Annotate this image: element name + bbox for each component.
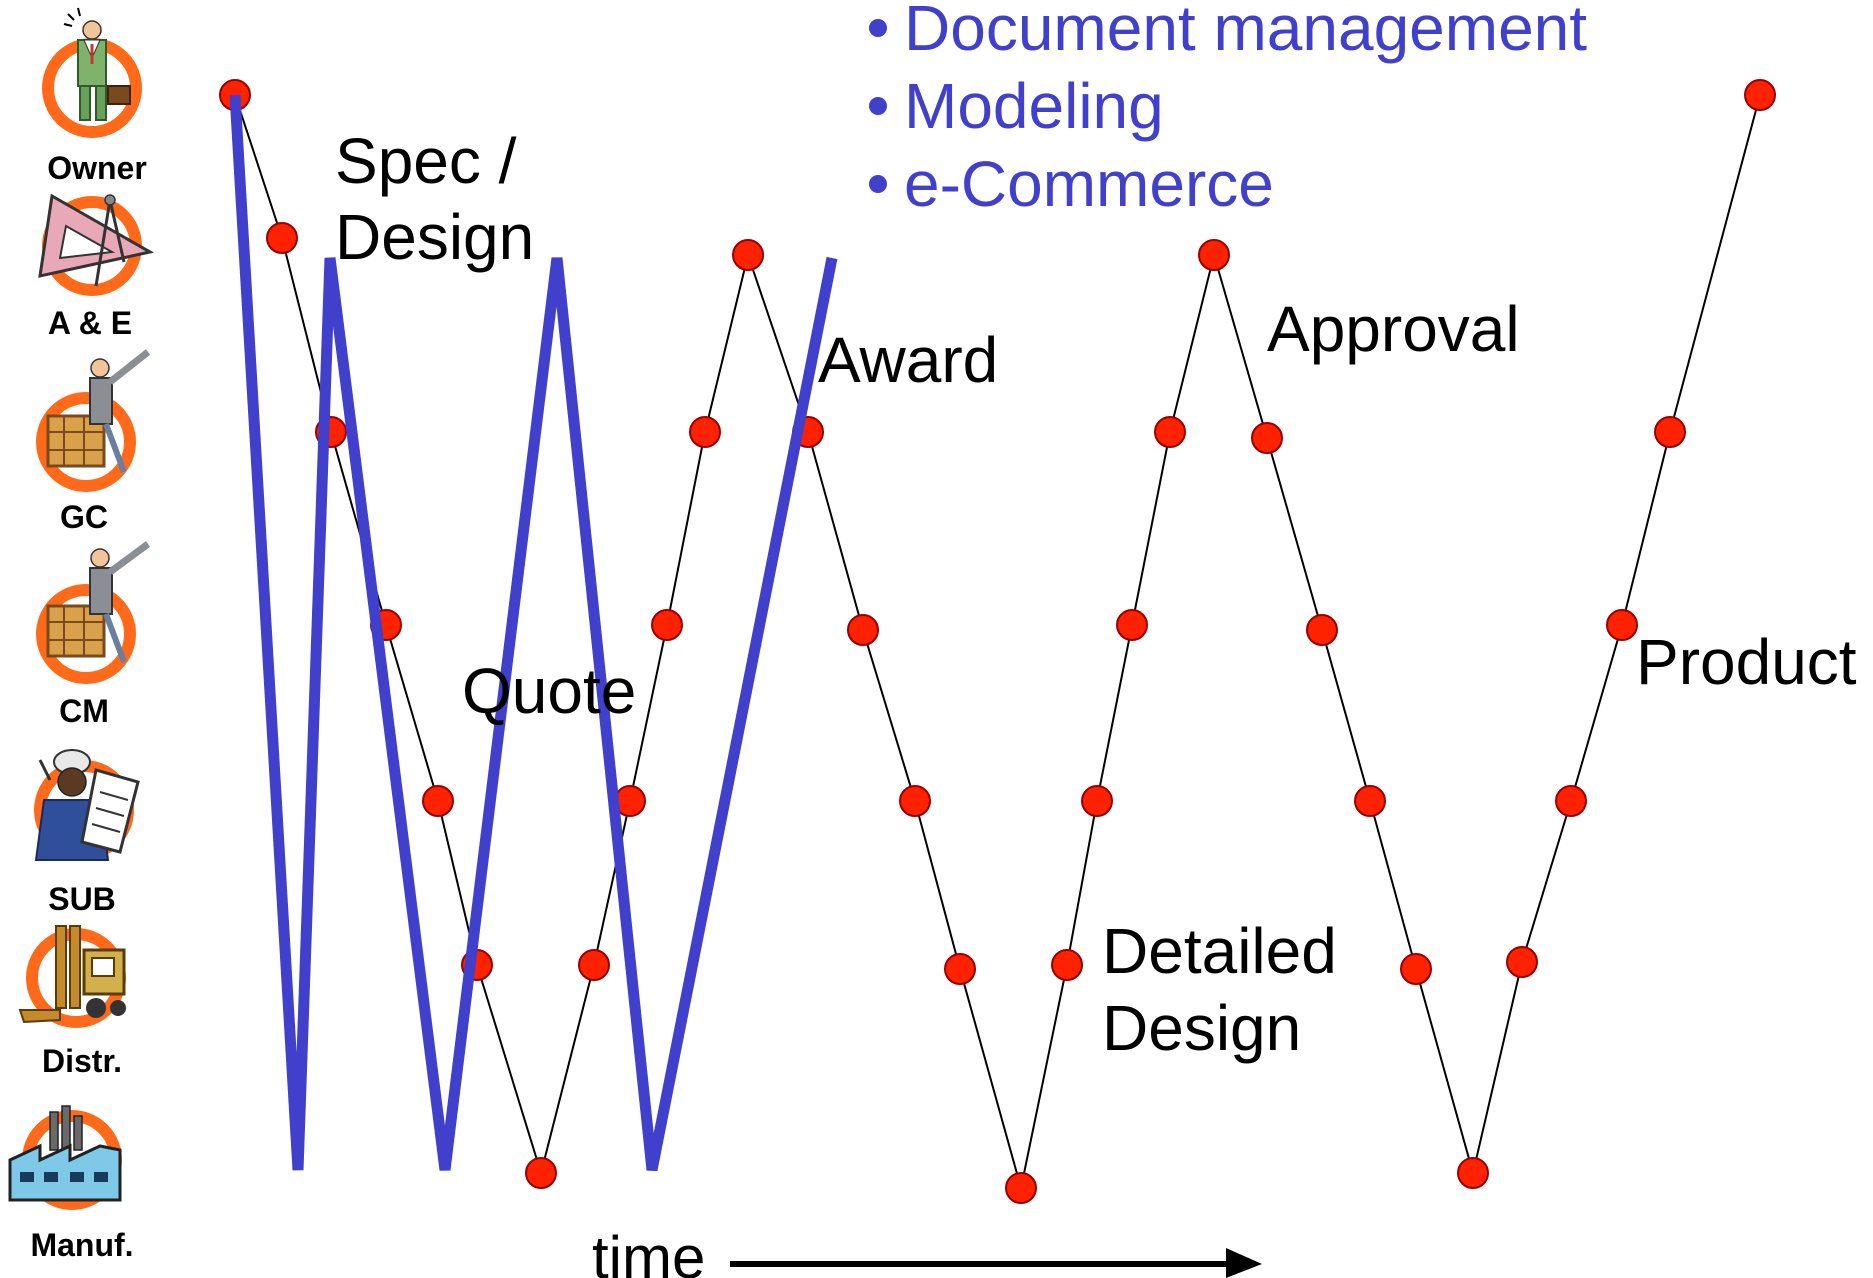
- worker-with-clipboard-icon: [34, 749, 140, 861]
- process-node: [944, 953, 976, 985]
- phase-label-product: Product: [1636, 626, 1857, 698]
- process-node: [1506, 946, 1538, 978]
- factory-icon: [8, 1105, 122, 1210]
- process-node: [1354, 785, 1386, 817]
- process-node: [1005, 1172, 1037, 1204]
- bullet-item: Modeling: [904, 70, 1164, 142]
- phase-label-spec-line2: Design: [335, 201, 534, 273]
- bullet-item: e-Commerce: [904, 148, 1274, 220]
- role-label-owner: Owner: [47, 150, 147, 186]
- process-node: [1251, 422, 1283, 454]
- contractor-icon: [36, 349, 151, 492]
- process-node: [1051, 949, 1083, 981]
- process-node: [525, 1157, 557, 1189]
- process-node: [1306, 614, 1338, 646]
- bullet-list: Document management Modeling e-Commerce: [869, 0, 1587, 220]
- process-node: [1116, 609, 1148, 641]
- forklift-icon: [18, 925, 126, 1028]
- process-node: [266, 222, 298, 254]
- process-node: [578, 949, 610, 981]
- role-label-distr: Distr.: [42, 1043, 122, 1079]
- process-node: [1154, 416, 1186, 448]
- role-label-ae: A & E: [48, 305, 132, 341]
- role-label-manuf: Manuf.: [30, 1227, 133, 1263]
- businessman-icon: [42, 7, 142, 138]
- process-node: [1081, 785, 1113, 817]
- process-node: [732, 239, 764, 271]
- role-label-sub: SUB: [48, 881, 116, 917]
- bullet-dot: [869, 175, 887, 193]
- phase-label-approval: Approval: [1267, 293, 1520, 365]
- role-label-gc: GC: [60, 499, 108, 535]
- process-path-line: [234, 94, 1761, 1189]
- process-node: [1198, 239, 1230, 271]
- process-node: [1555, 785, 1587, 817]
- role-column: Owner A & E GC: [8, 7, 155, 1263]
- bullet-item: Document management: [904, 0, 1587, 64]
- process-node: [899, 785, 931, 817]
- blue-accelerated-path: [229, 94, 838, 1172]
- process-node: [1606, 609, 1638, 641]
- role-label-cm: CM: [59, 693, 109, 729]
- phase-label-spec-line1: Spec /: [335, 125, 517, 197]
- phase-label-award: Award: [818, 324, 998, 396]
- drafting-triangle-icon: [38, 193, 155, 296]
- time-axis-label: time: [592, 1224, 705, 1278]
- process-node: [422, 785, 454, 817]
- phase-label-detailed-line1: Detailed: [1102, 915, 1337, 987]
- bullet-dot: [869, 97, 887, 115]
- process-node: [651, 609, 683, 641]
- construction-manager-icon: [36, 541, 151, 684]
- process-node: [1400, 953, 1432, 985]
- process-node: [1744, 79, 1776, 111]
- process-node: [847, 614, 879, 646]
- bullet-dot: [869, 19, 887, 37]
- phase-label-detailed-line2: Design: [1102, 992, 1301, 1064]
- process-node: [689, 416, 721, 448]
- phase-label-quote: Quote: [462, 655, 636, 727]
- process-node: [1457, 1157, 1489, 1189]
- process-node: [1654, 416, 1686, 448]
- time-arrow-head: [1226, 1248, 1262, 1278]
